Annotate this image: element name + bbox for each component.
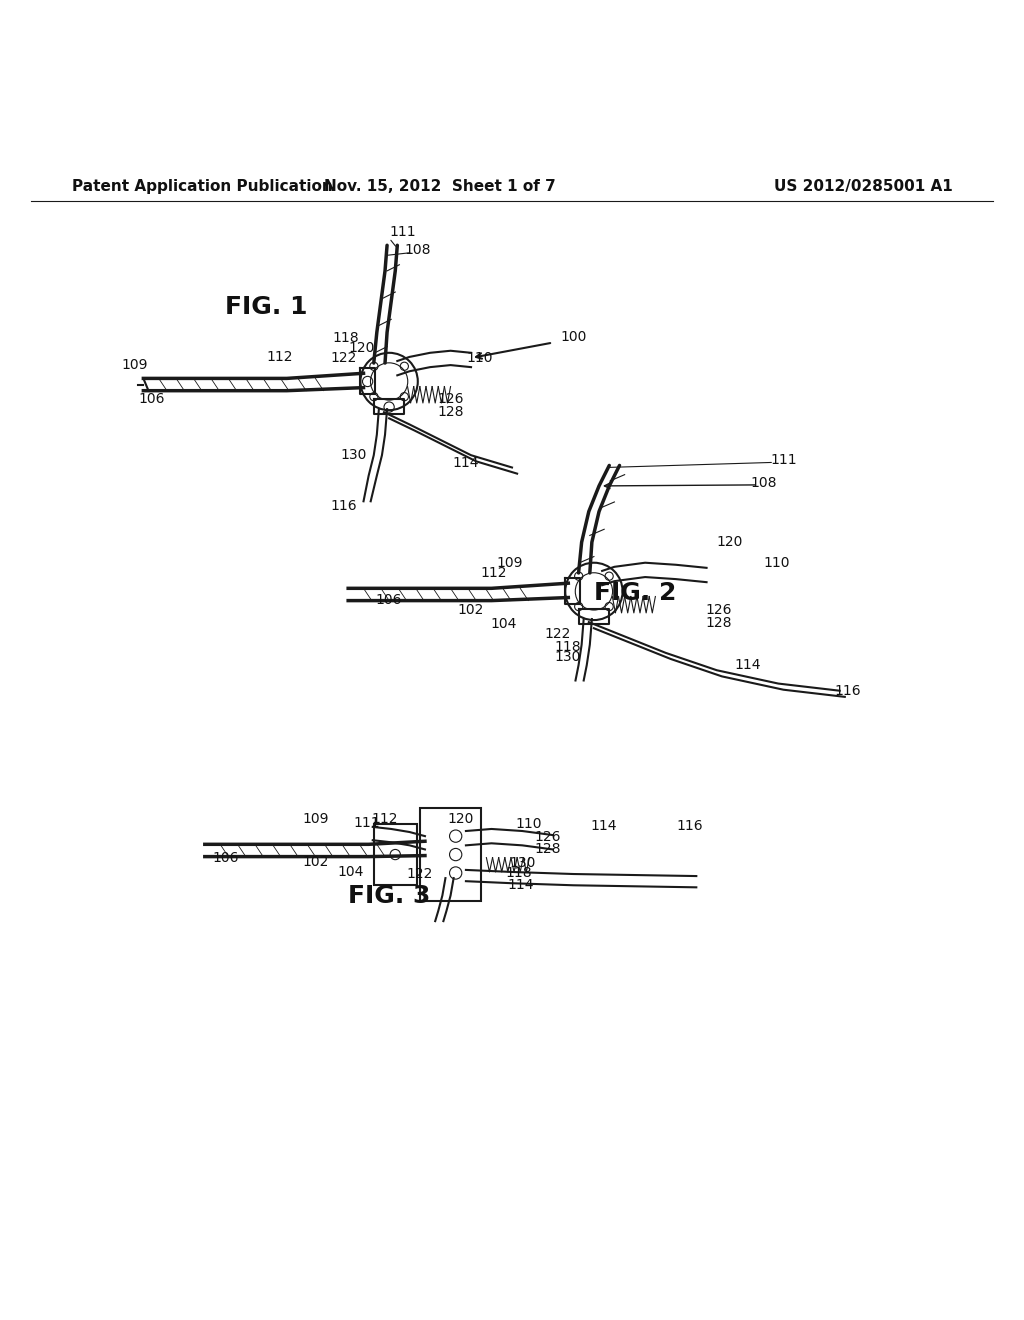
Text: 106: 106 [138,392,165,405]
Text: FIG. 1: FIG. 1 [225,294,307,318]
Text: 126: 126 [437,392,464,405]
Text: 128: 128 [706,616,732,630]
Text: 100: 100 [560,330,587,345]
Text: 128: 128 [437,405,464,420]
Text: 116: 116 [677,818,703,833]
Text: 130: 130 [340,449,367,462]
Bar [374,824,417,886]
Text: 112: 112 [372,812,398,826]
Text: 111: 111 [353,816,380,830]
Text: 104: 104 [337,865,364,879]
Text: 110: 110 [466,351,493,364]
Text: 109: 109 [302,812,329,826]
Text: 114: 114 [507,878,534,892]
Text: 106: 106 [212,850,239,865]
Text: 110: 110 [763,556,790,570]
Text: 118: 118 [333,331,359,346]
Text: 106: 106 [376,593,402,607]
Text: 102: 102 [302,855,329,869]
Text: 126: 126 [535,830,561,845]
Text: 118: 118 [506,866,532,880]
Text: FIG. 2: FIG. 2 [594,581,676,606]
Text: 126: 126 [706,603,732,616]
Text: Patent Application Publication: Patent Application Publication [72,180,333,194]
Text: 116: 116 [835,684,861,698]
Text: 112: 112 [266,350,293,364]
Text: 110: 110 [515,817,542,830]
Text: 120: 120 [717,535,743,549]
Text: 114: 114 [734,659,761,672]
Text: 128: 128 [535,842,561,857]
Text: 114: 114 [453,457,479,470]
Text: 116: 116 [331,499,357,513]
Text: 122: 122 [545,627,571,642]
Text: 108: 108 [751,475,777,490]
Text: 130: 130 [554,649,581,664]
Text: 104: 104 [490,618,517,631]
Text: 118: 118 [554,640,581,653]
Text: 122: 122 [407,867,433,880]
Text: 112: 112 [480,566,507,579]
Text: 109: 109 [122,358,148,372]
Text: 109: 109 [497,556,523,570]
Text: 120: 120 [447,812,474,826]
Text: FIG. 3: FIG. 3 [348,883,430,908]
Text: Nov. 15, 2012  Sheet 1 of 7: Nov. 15, 2012 Sheet 1 of 7 [325,180,556,194]
Text: 111: 111 [389,224,416,239]
Text: 111: 111 [770,453,797,467]
Text: 114: 114 [591,818,617,833]
Text: 102: 102 [458,603,484,616]
Bar [420,808,481,900]
Text: 120: 120 [348,341,375,355]
Text: 122: 122 [331,351,357,364]
Text: US 2012/0285001 A1: US 2012/0285001 A1 [773,180,952,194]
Text: 130: 130 [509,855,536,870]
Text: 108: 108 [404,243,431,257]
